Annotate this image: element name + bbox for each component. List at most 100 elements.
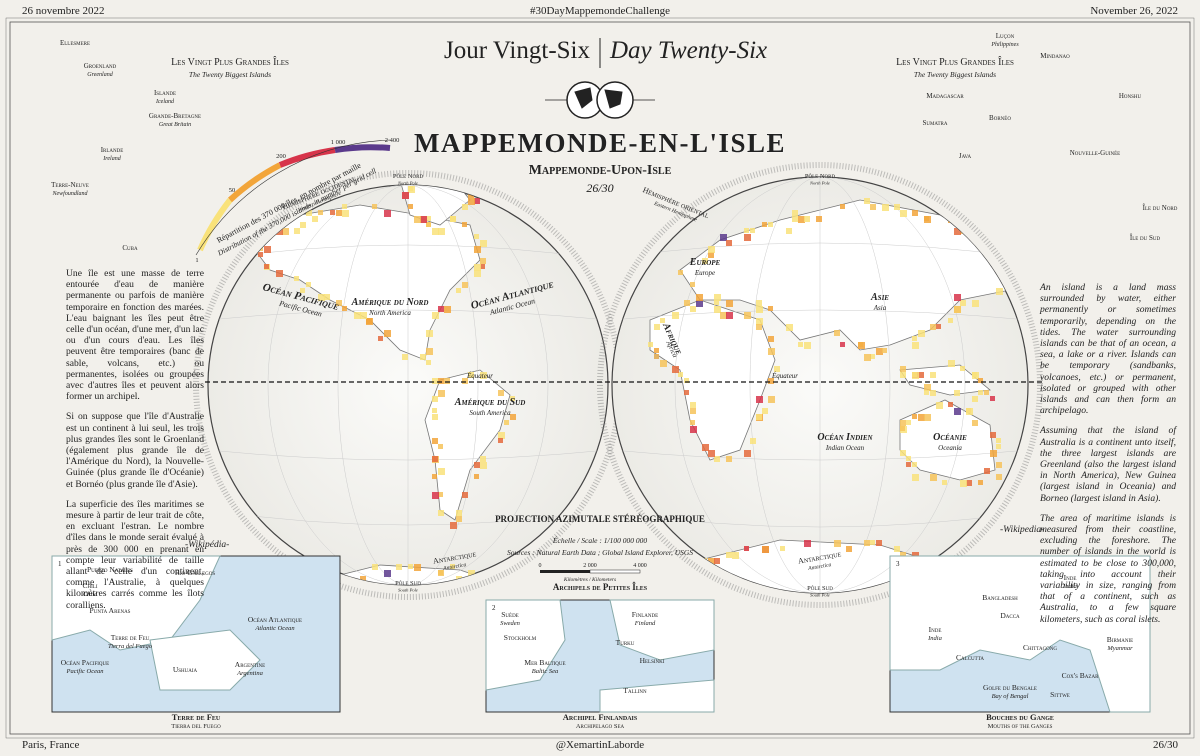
density-cell [438, 306, 444, 312]
label: Myanmar [1106, 645, 1133, 652]
density-cell [444, 306, 451, 313]
french-text: Une île est une masse de terre entourée … [66, 268, 204, 620]
label: Golfe du Bengale [983, 683, 1037, 692]
label: Sumatra [922, 119, 947, 127]
density-cell [744, 234, 751, 241]
density-cell [762, 624, 768, 630]
density-cell [306, 282, 311, 287]
density-cell [492, 582, 497, 585]
label: Bouches du Gange [986, 712, 1054, 722]
density-cell [450, 216, 456, 222]
density-cell [720, 312, 727, 319]
density-cell [954, 390, 960, 396]
density-cell [918, 414, 925, 421]
density-cell [702, 258, 708, 264]
label: Punta Arenas [90, 606, 131, 615]
density-cell [366, 318, 373, 325]
density-cell [768, 306, 773, 311]
density-cell [342, 306, 347, 311]
label: Suède [501, 610, 519, 619]
density-cell [438, 492, 443, 497]
density-cell [696, 294, 703, 301]
label: Puerto Natales [87, 565, 133, 574]
map-label: Pôle Nord [805, 173, 836, 180]
label: Ellesmere [60, 39, 90, 47]
density-cell [432, 396, 438, 402]
map-label-en: South Pole [810, 593, 830, 598]
density-cell [708, 252, 714, 258]
density-cell [672, 366, 679, 373]
map-label: Asie [870, 292, 889, 303]
density-cell [450, 522, 457, 529]
density-cell [936, 324, 941, 329]
density-cell [792, 216, 798, 222]
density-cell [804, 216, 810, 222]
density-cell [930, 372, 936, 378]
density-cell [996, 462, 1002, 468]
frame-outer [5, 17, 1195, 739]
density-cell [996, 288, 1003, 295]
label: Sweden [500, 620, 520, 627]
label: 4 000 [633, 563, 647, 569]
density-cell [972, 420, 978, 426]
density-cell [660, 318, 665, 323]
label: Honshu [1119, 92, 1142, 100]
label: Luçon [996, 32, 1015, 40]
density-cell [708, 558, 715, 565]
label: Terre-Neuve [51, 181, 89, 189]
density-cell [660, 360, 667, 367]
density-cell [408, 186, 413, 191]
density-cell [690, 426, 697, 433]
density-cell [876, 540, 882, 546]
label: Kilomètres / Kilometers [563, 577, 616, 583]
density-cell [498, 432, 505, 439]
label: Bay of Bengal [992, 693, 1029, 700]
label: 2 000 [583, 563, 597, 569]
label: Mindanao [1040, 52, 1070, 60]
density-cell [924, 414, 931, 421]
label: Archipels de Petites Îles [553, 582, 648, 592]
density-cell [456, 510, 462, 516]
subtitle: Mappemonde-Upon-Isle [529, 163, 672, 178]
inset-1 [51, 555, 341, 713]
islands-title: Les Vingt Plus Grandes Îles [896, 56, 1014, 68]
islands-title: Les Vingt Plus Grandes Îles [171, 56, 289, 68]
label: India [927, 635, 942, 642]
density-cell [996, 444, 1001, 449]
density-cell [984, 390, 989, 395]
map-label-en: Oceania [938, 444, 962, 452]
density-cell [294, 228, 300, 234]
density-cell [762, 408, 768, 414]
density-cell [690, 282, 695, 287]
density-cell [900, 366, 906, 372]
density-cell [384, 570, 391, 577]
density-cell [462, 204, 468, 210]
map-label-en: Europe [694, 269, 715, 277]
density-cell [960, 480, 967, 487]
source: -Wikipedia- [1000, 525, 1045, 535]
density-cell [510, 396, 515, 401]
density-cell [756, 324, 762, 330]
density-cell [276, 270, 283, 277]
density-cell [438, 570, 444, 576]
density-cell [744, 450, 751, 457]
density-cell [480, 462, 487, 469]
label: Océan Pacifique [61, 658, 109, 667]
density-cell [972, 372, 977, 377]
density-cell [918, 330, 925, 337]
density-cell [498, 390, 504, 396]
label: Cuba [122, 244, 138, 252]
main-title: Mappemonde-en-l'Isle [414, 128, 786, 158]
density-cell [504, 582, 511, 585]
legend-tick: 200 [276, 153, 286, 160]
density-cell [912, 462, 917, 467]
density-cell [1008, 288, 1014, 294]
density-cell [690, 420, 695, 425]
label: Islande [154, 89, 176, 97]
label: Java [959, 152, 972, 160]
density-cell [798, 342, 803, 347]
density-cell [480, 372, 487, 379]
label: Bornéo [989, 114, 1011, 122]
density-cell [432, 438, 438, 444]
